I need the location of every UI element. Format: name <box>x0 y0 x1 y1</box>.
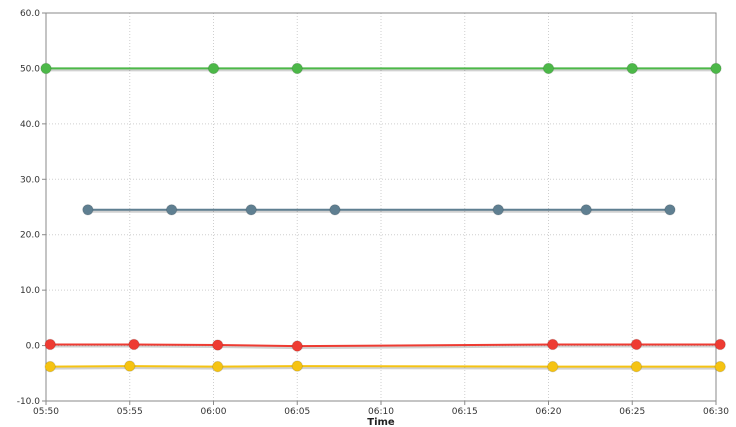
y-axis-ticks: 60.0 50.0 40.0 30.0 20.0 10.0 0.0 -10.0 <box>17 9 46 407</box>
data-point[interactable] <box>211 360 224 373</box>
data-point[interactable] <box>211 339 224 351</box>
data-point[interactable] <box>291 340 303 352</box>
series-3 <box>44 338 726 352</box>
data-point[interactable] <box>44 360 56 373</box>
data-point[interactable] <box>542 62 555 75</box>
data-point[interactable] <box>492 204 504 216</box>
data-point[interactable] <box>124 360 136 372</box>
x-tick-label: 06:00 <box>201 407 227 417</box>
data-point[interactable] <box>546 338 559 351</box>
y-tick-label: 60.0 <box>20 9 40 19</box>
y-tick-label: 50.0 <box>20 64 40 74</box>
x-tick-label: 06:20 <box>536 407 562 417</box>
x-axis-ticks: 05:50 05:55 06:00 06:05 06:10 06:15 06:20 06:25… <box>33 401 729 417</box>
y-tick-label: 40.0 <box>20 120 40 130</box>
x-axis-title: Time <box>367 417 395 427</box>
x-tick-label: 05:55 <box>117 407 143 417</box>
data-point[interactable] <box>580 204 592 216</box>
data-point[interactable] <box>710 62 722 75</box>
y-tick-label: 10.0 <box>20 286 40 296</box>
data-point[interactable] <box>82 204 94 216</box>
y-tick-label: 0.0 <box>26 342 41 352</box>
x-tick-label: 06:05 <box>284 407 310 417</box>
data-point[interactable] <box>40 62 52 75</box>
data-point[interactable] <box>626 62 638 75</box>
x-tick-label: 06:10 <box>368 407 394 417</box>
y-tick-label: 20.0 <box>20 231 40 241</box>
data-point[interactable] <box>44 338 56 351</box>
x-tick-label: 06:25 <box>619 407 645 417</box>
x-tick-label: 05:50 <box>33 407 59 417</box>
y-tick-label: 30.0 <box>20 175 40 185</box>
series-line <box>50 365 721 368</box>
data-point[interactable] <box>329 204 341 216</box>
series-group <box>40 62 726 373</box>
data-point[interactable] <box>291 360 303 372</box>
data-point[interactable] <box>245 204 257 216</box>
y-tick-label: -10.0 <box>17 397 41 407</box>
data-point[interactable] <box>630 360 643 373</box>
series-2 <box>82 204 676 216</box>
data-point[interactable] <box>207 62 220 75</box>
data-point[interactable] <box>165 204 178 216</box>
series-4 <box>44 360 726 373</box>
series-1 <box>40 62 722 75</box>
data-point[interactable] <box>630 338 643 351</box>
x-tick-label: 06:30 <box>703 407 729 417</box>
data-point[interactable] <box>291 62 303 75</box>
data-point[interactable] <box>546 360 559 373</box>
x-tick-label: 06:15 <box>452 407 478 417</box>
series-shadow <box>50 366 721 370</box>
data-point[interactable] <box>714 338 726 351</box>
data-point[interactable] <box>714 360 726 373</box>
data-point[interactable] <box>128 338 140 351</box>
data-point[interactable] <box>664 204 676 216</box>
